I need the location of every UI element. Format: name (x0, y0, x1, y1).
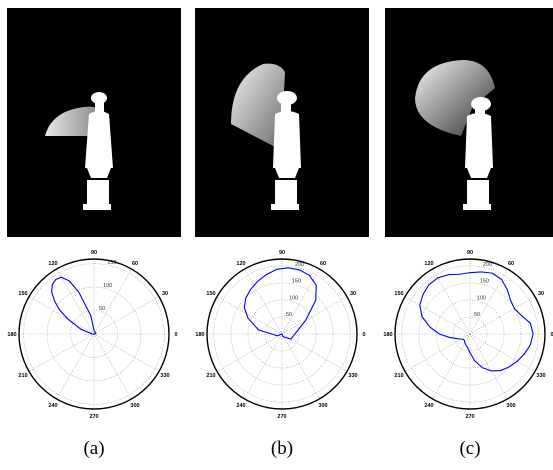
radial-gridline (264, 316, 300, 352)
angular-gridline (56, 333, 95, 400)
angular-gridline (281, 268, 320, 335)
image-panel-c (385, 8, 553, 237)
radial-tick-label: 50 (286, 312, 292, 318)
angular-gridline (281, 296, 348, 335)
angle-tick-label: 270 (465, 414, 474, 420)
polar-plot-b: 50 100 150 200 90 120 150 180 210 240 270 300 330 0 30… (194, 246, 370, 422)
angular-gridline (404, 296, 471, 335)
caption-c: (c) (459, 438, 481, 459)
angle-tick-label: 90 (467, 250, 473, 256)
polar-series-line (419, 271, 534, 372)
angle-tick-label: 240 (48, 403, 57, 409)
angle-tick-label: 120 (236, 261, 245, 267)
caption-a: (a) (83, 438, 105, 459)
angle-tick-label: 210 (394, 373, 403, 379)
radial-gridline (452, 316, 488, 352)
angle-tick-label: 30 (538, 291, 544, 297)
angle-tick-label: 90 (279, 250, 285, 256)
angle-tick-label: 270 (277, 414, 286, 420)
angle-tick-label: 150 (206, 291, 215, 297)
angle-tick-label: 0 (362, 332, 365, 338)
angle-tick-label: 120 (424, 261, 433, 267)
angular-gridline (93, 268, 132, 335)
angular-gridline (93, 333, 132, 400)
image-panel-a (7, 8, 181, 237)
angular-gridline (244, 268, 283, 335)
polar-series-line (243, 267, 317, 340)
angle-tick-label: 60 (320, 261, 326, 267)
radial-tick-label: 150 (292, 279, 301, 285)
angle-tick-label: 60 (508, 261, 514, 267)
angle-tick-label: 330 (348, 373, 357, 379)
angular-gridline (469, 296, 536, 335)
angular-gridline (28, 296, 95, 335)
angle-tick-label: 0 (550, 332, 553, 338)
radial-gridline (230, 282, 334, 386)
polar-outer-ring (394, 258, 546, 410)
polar-outer-ring (18, 258, 170, 410)
radial-tick-label: 150 (107, 260, 116, 266)
angular-gridline (281, 333, 348, 372)
angular-gridline (469, 333, 536, 372)
radial-tick-label: 50 (99, 306, 105, 312)
radial-tick-label: 100 (103, 283, 112, 289)
angle-tick-label: 300 (130, 403, 139, 409)
polar-outer-ring (206, 258, 358, 410)
radial-tick-label: 150 (480, 279, 489, 285)
angle-tick-label: 270 (89, 414, 98, 420)
angular-gridline (244, 333, 283, 400)
polar-series-line (51, 276, 97, 335)
angular-gridline (216, 333, 283, 372)
radial-gridline (46, 286, 142, 382)
angle-tick-label: 330 (536, 373, 545, 379)
angular-gridline (432, 333, 471, 400)
angle-tick-label: 180 (195, 332, 204, 338)
radial-tick-label: 200 (483, 262, 492, 268)
angle-tick-label: 0 (174, 332, 177, 338)
angular-gridline (404, 333, 471, 372)
radial-tick-label: 50 (474, 312, 480, 318)
image-panel-b (195, 8, 369, 237)
angle-tick-label: 90 (91, 250, 97, 256)
caption-b: (b) (270, 438, 294, 459)
angle-tick-label: 210 (18, 373, 27, 379)
polar-plot-a: 50 100 150 90 120 150 180 210 240 270 300 330 0 30 60 (6, 246, 182, 422)
angle-tick-label: 150 (18, 291, 27, 297)
angle-tick-label: 300 (318, 403, 327, 409)
angle-tick-label: 60 (132, 261, 138, 267)
radial-tick-label: 100 (477, 295, 486, 301)
angle-tick-label: 240 (236, 403, 245, 409)
angular-gridline (93, 333, 160, 372)
angular-gridline (56, 268, 95, 335)
angle-tick-label: 300 (506, 403, 515, 409)
angular-gridline (281, 333, 320, 400)
angular-gridline (93, 296, 160, 335)
angle-tick-label: 180 (7, 332, 16, 338)
polar-plot-c: 50 100 150 200 90 120 150 180 210 240 270 300 330 0 30… (382, 246, 553, 422)
angular-gridline (28, 333, 95, 372)
angular-gridline (216, 296, 283, 335)
radial-gridline (418, 282, 522, 386)
radial-tick-label: 100 (289, 295, 298, 301)
angle-tick-label: 330 (160, 373, 169, 379)
angular-gridline (432, 268, 471, 335)
angle-tick-label: 30 (350, 291, 356, 297)
angular-gridline (469, 333, 508, 400)
radial-gridline (247, 299, 317, 369)
angle-tick-label: 240 (424, 403, 433, 409)
angle-tick-label: 210 (206, 373, 215, 379)
angle-tick-label: 180 (383, 332, 392, 338)
radial-gridline (435, 299, 505, 369)
radial-tick-label: 200 (295, 262, 304, 268)
angle-tick-label: 30 (162, 291, 168, 297)
angle-tick-label: 150 (394, 291, 403, 297)
angle-tick-label: 120 (48, 261, 57, 267)
